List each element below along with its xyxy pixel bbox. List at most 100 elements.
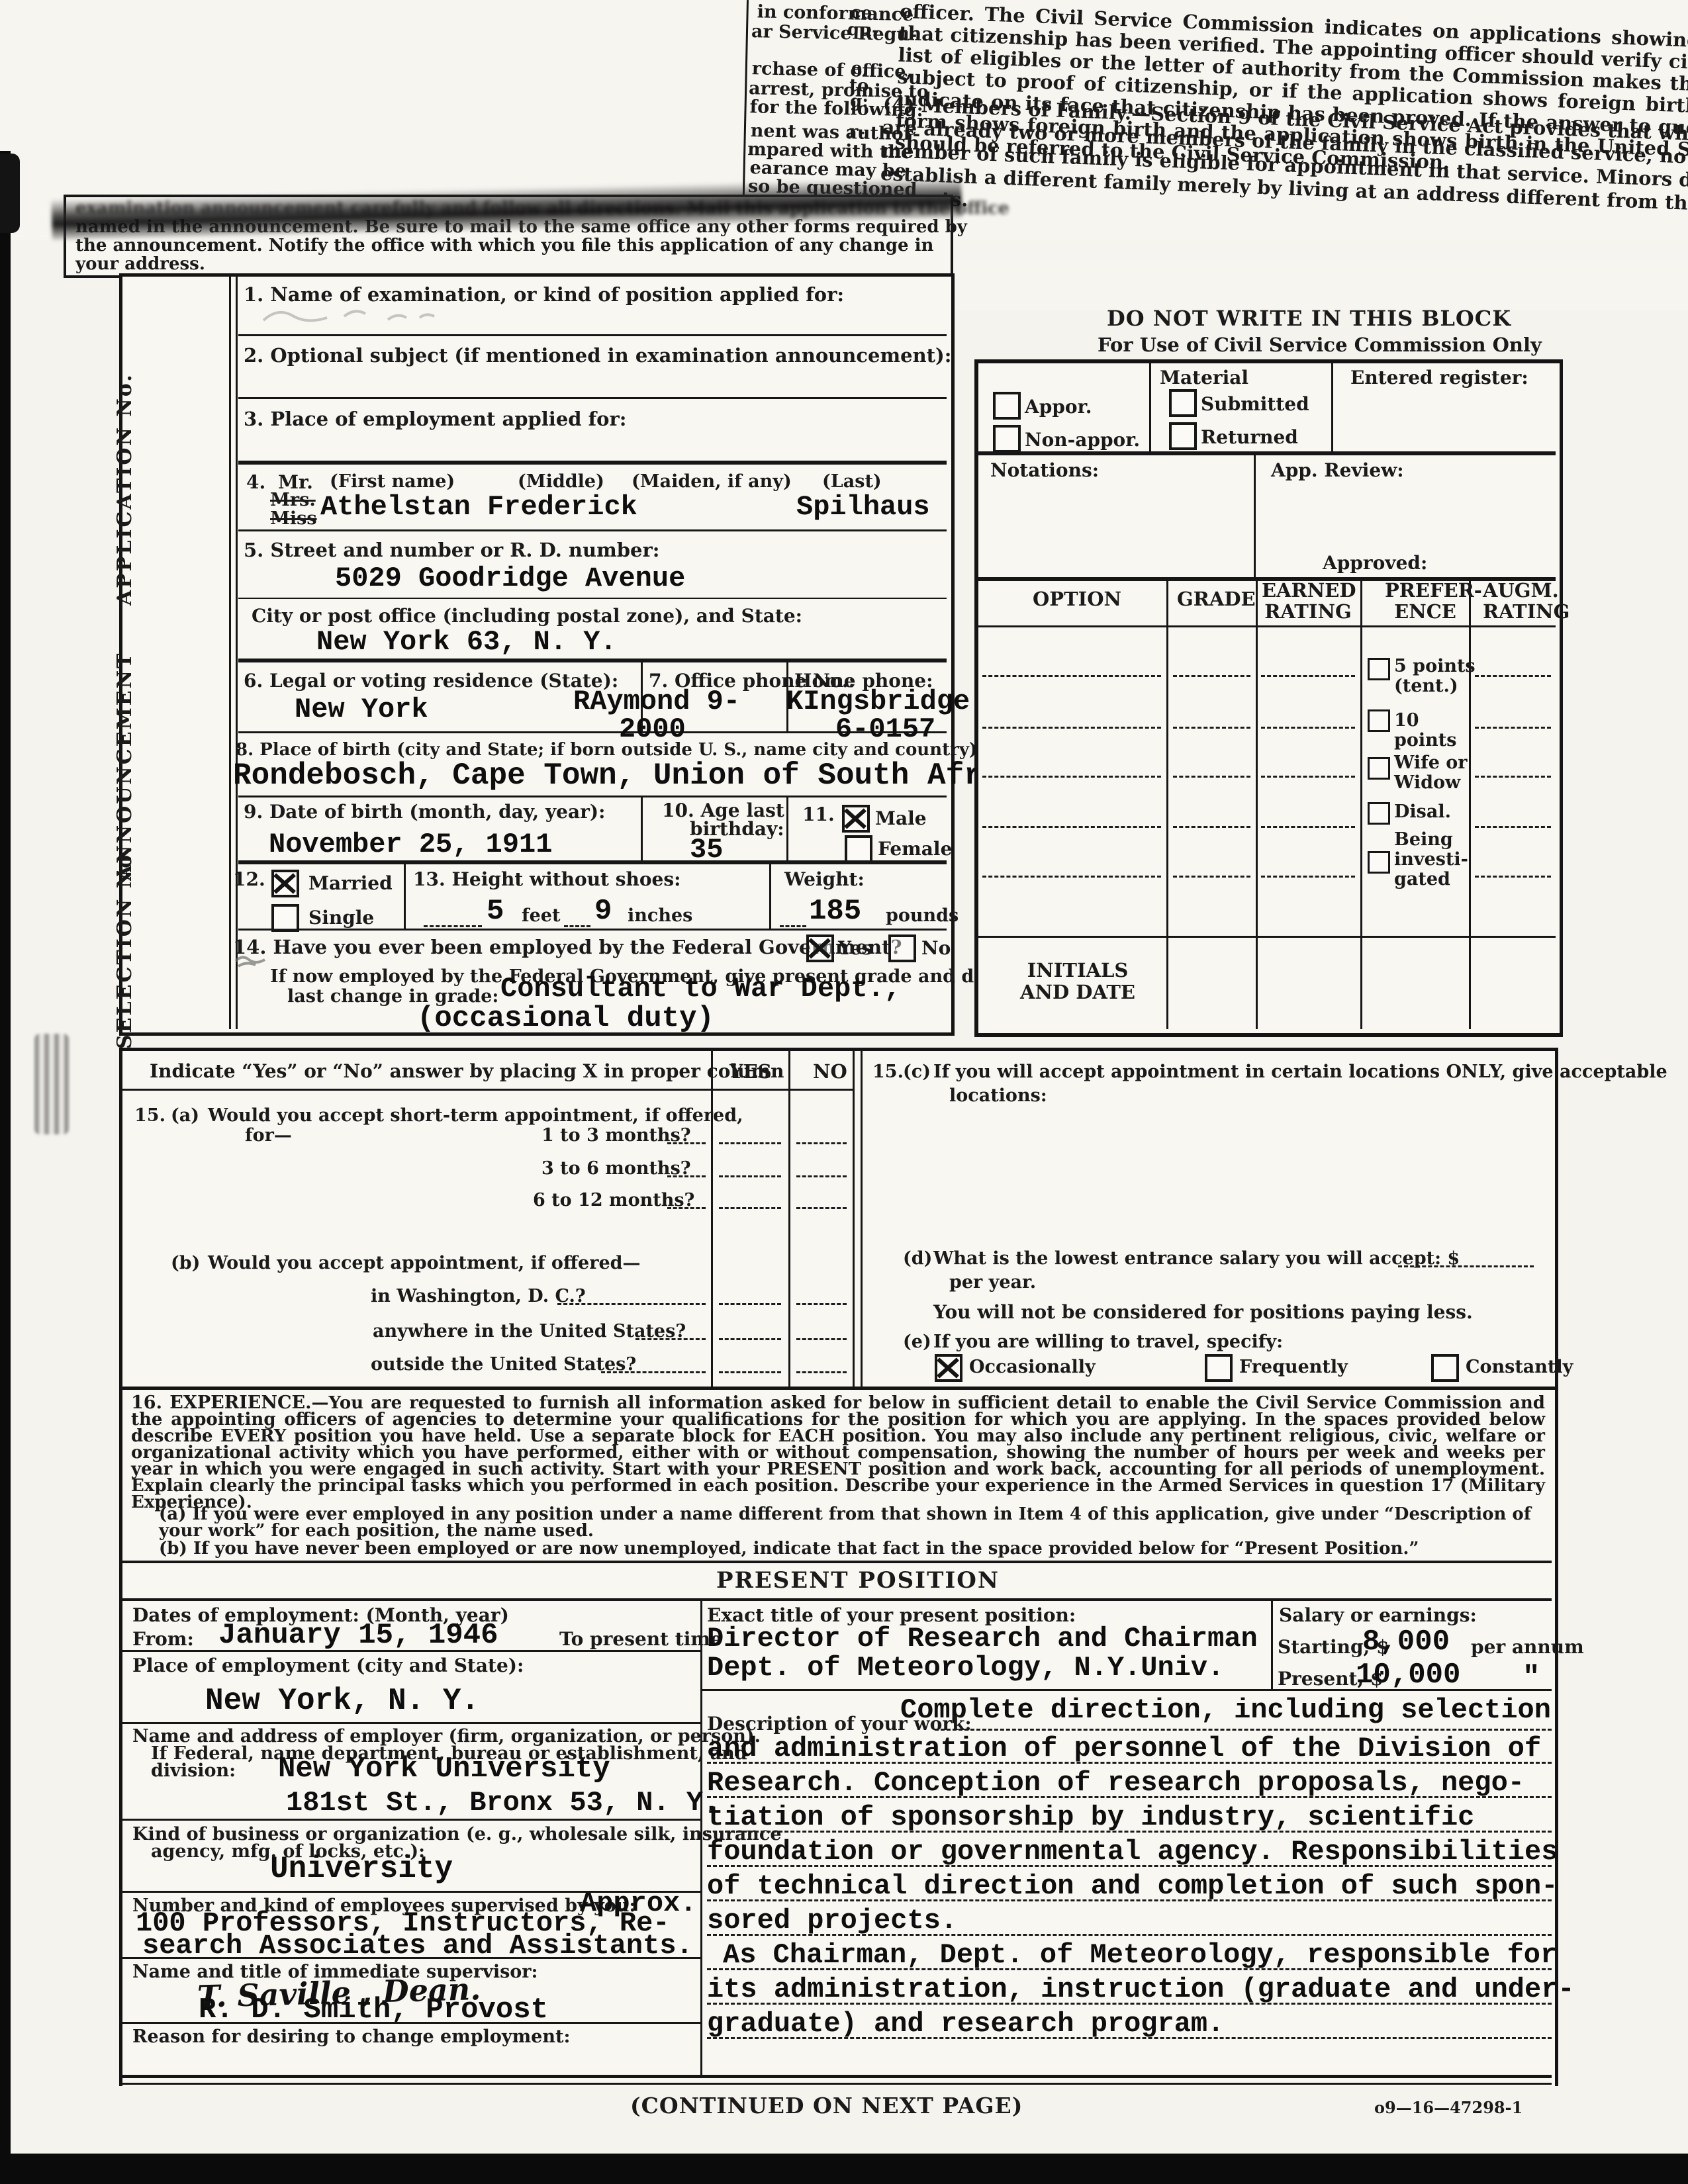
cell-divider (404, 860, 406, 929)
field-number-q12: 12. (233, 868, 265, 890)
q15b-text: Would you accept appointment, if offered… (208, 1253, 641, 1273)
rating-row-dashes (982, 727, 1161, 729)
rating-row-dashes (1475, 826, 1551, 828)
typed-employees-approx: Approx. (580, 1888, 697, 1919)
label-present-salary: Present, $ (1278, 1668, 1383, 1690)
entry-dashes (780, 925, 806, 927)
rating-row-dashes (982, 776, 1161, 778)
row-divider (238, 461, 947, 465)
no-dashes (796, 1371, 847, 1373)
q15-header: Indicate “Yes” or “No” answer by placing… (150, 1060, 784, 1082)
field-sublabel-q14b: last change in grade: (287, 986, 499, 1007)
csc-subtitle: For Use of Civil Service Commission Only (1098, 334, 1542, 356)
rating-row-dashes (1261, 776, 1355, 778)
yes-dashes (719, 1142, 781, 1144)
q15c-text2: locations: (949, 1085, 1047, 1106)
typed-place-of-employment: New York, N. Y. (205, 1684, 480, 1718)
label-female: Female (878, 838, 953, 860)
q15d-per-year: per year. (949, 1272, 1037, 1293)
checkbox-occasionally-checked (935, 1354, 962, 1382)
label-place-of-employment: Place of employment (city and State): (132, 1655, 524, 1676)
label-employer-3: division: (151, 1760, 236, 1781)
row-divider (238, 731, 947, 733)
cell-divider (641, 796, 643, 860)
row-divider (238, 659, 947, 662)
label-appor: Appor. (1025, 396, 1092, 418)
header-underline (119, 1089, 854, 1091)
q16-item-b: (b) If you have never been employed or a… (159, 1539, 1419, 1559)
col-header-earned-rating: EARNED RATING (1262, 579, 1356, 623)
label-to-present-time: To present time (559, 1628, 722, 1650)
q15d-note: You will not be considered for positions… (933, 1301, 1473, 1323)
write-line (935, 1729, 1552, 1731)
column-head-middle: (Middle) (518, 471, 604, 492)
rating-row-dashes (982, 826, 1161, 828)
typed-employer-address: 181st St., Bronx 53, N. Y. (286, 1787, 720, 1819)
typed-city-state: New York 63, N. Y. (316, 626, 617, 658)
checkbox-returned (1169, 422, 1197, 450)
q15e-tag: (e) (903, 1332, 931, 1352)
row-divider (119, 1722, 700, 1724)
checkbox-10-points (1368, 709, 1390, 732)
field-label-q3: 3. Place of employment applied for: (244, 408, 627, 430)
label-initials-and-date: INITIALS AND DATE (1020, 959, 1135, 1003)
typed-description-line: Complete direction, including selection (900, 1694, 1551, 1726)
write-line (707, 1934, 1552, 1936)
label-frequently: Frequently (1239, 1357, 1348, 1377)
label-immediate-supervisor: Name and title of immediate supervisor: (132, 1962, 538, 1982)
field-label-q8: 8. Place of birth (city and State; if bo… (236, 740, 984, 760)
typed-weight: 185 (809, 895, 862, 928)
field-label-q9: 9. Date of birth (month, day, year): (244, 801, 606, 823)
write-line (707, 2037, 1552, 2039)
csc-divider (974, 625, 1556, 627)
typed-street-address: 5029 Goodridge Avenue (335, 563, 686, 594)
scan-detail (262, 310, 435, 322)
csc-divider (974, 936, 1556, 938)
write-line (707, 1865, 1552, 1867)
row-divider (119, 1819, 700, 1821)
yes-col-divider (711, 1048, 713, 1387)
csc-divider (1149, 363, 1151, 451)
col-header-augm-rating: AUGM. RATING (1483, 579, 1570, 623)
checkbox-frequently (1205, 1354, 1233, 1382)
pencil-mark (234, 956, 265, 968)
label-constantly: Constantly (1466, 1357, 1573, 1377)
rating-row-dashes (1475, 675, 1551, 677)
label-10-points: 10 points (1394, 710, 1457, 751)
scrap-edge-bit: r- (848, 122, 866, 142)
form-number: o9—16—47298-1 (1374, 2098, 1523, 2117)
label-being-investigated: Being investi- gated (1394, 829, 1468, 889)
yes-dashes (719, 1371, 781, 1373)
label-wife-widow: Wife or Widow (1394, 752, 1468, 793)
typed-position-title-1: Director of Research and Chairman (707, 1623, 1258, 1655)
q15b-tag: (b) (171, 1253, 201, 1273)
label-returned: Returned (1201, 426, 1298, 448)
typed-fed-grade-2: (occasional duty) (417, 1002, 714, 1035)
typed-employees-line2: 100 Professors, Instructors, Re- (136, 1907, 670, 1939)
cell-divider (769, 860, 771, 929)
write-line (707, 1968, 1552, 1970)
typed-last-name: Spilhaus (796, 491, 930, 523)
checkbox-5-points (1368, 658, 1390, 680)
label-disal: Disal. (1394, 801, 1452, 822)
table-bottom-rule (119, 2075, 1552, 2078)
scrap-edge-bit: g: (849, 91, 869, 113)
sidebar-label-application-no: APPLICATION No. (113, 373, 136, 606)
csc-divider (1254, 451, 1256, 577)
typed-description-line: foundation or governmental agency. Respo… (707, 1836, 1558, 1868)
checkbox-fed-no (888, 934, 916, 962)
label-occasionally: Occasionally (969, 1357, 1096, 1377)
title-mr: Mr. (278, 471, 313, 493)
col-header-yes: YES (729, 1060, 772, 1083)
sidebar-rule (229, 273, 231, 1029)
label-employees-supervised: Number and kind of employees supervised … (132, 1895, 636, 1916)
label-per-annum: per annum (1471, 1636, 1584, 1658)
q16-body: —You are requested to furnish all inform… (131, 1393, 1545, 1512)
label-description-of-work: Description of your work: (707, 1713, 972, 1735)
present-position-title: PRESENT POSITION (716, 1567, 1000, 1594)
rating-row-dashes (1173, 675, 1250, 677)
field-number-q4: 4. (246, 471, 266, 493)
col-header-no: NO (813, 1060, 847, 1083)
checkbox-appor (993, 392, 1021, 420)
